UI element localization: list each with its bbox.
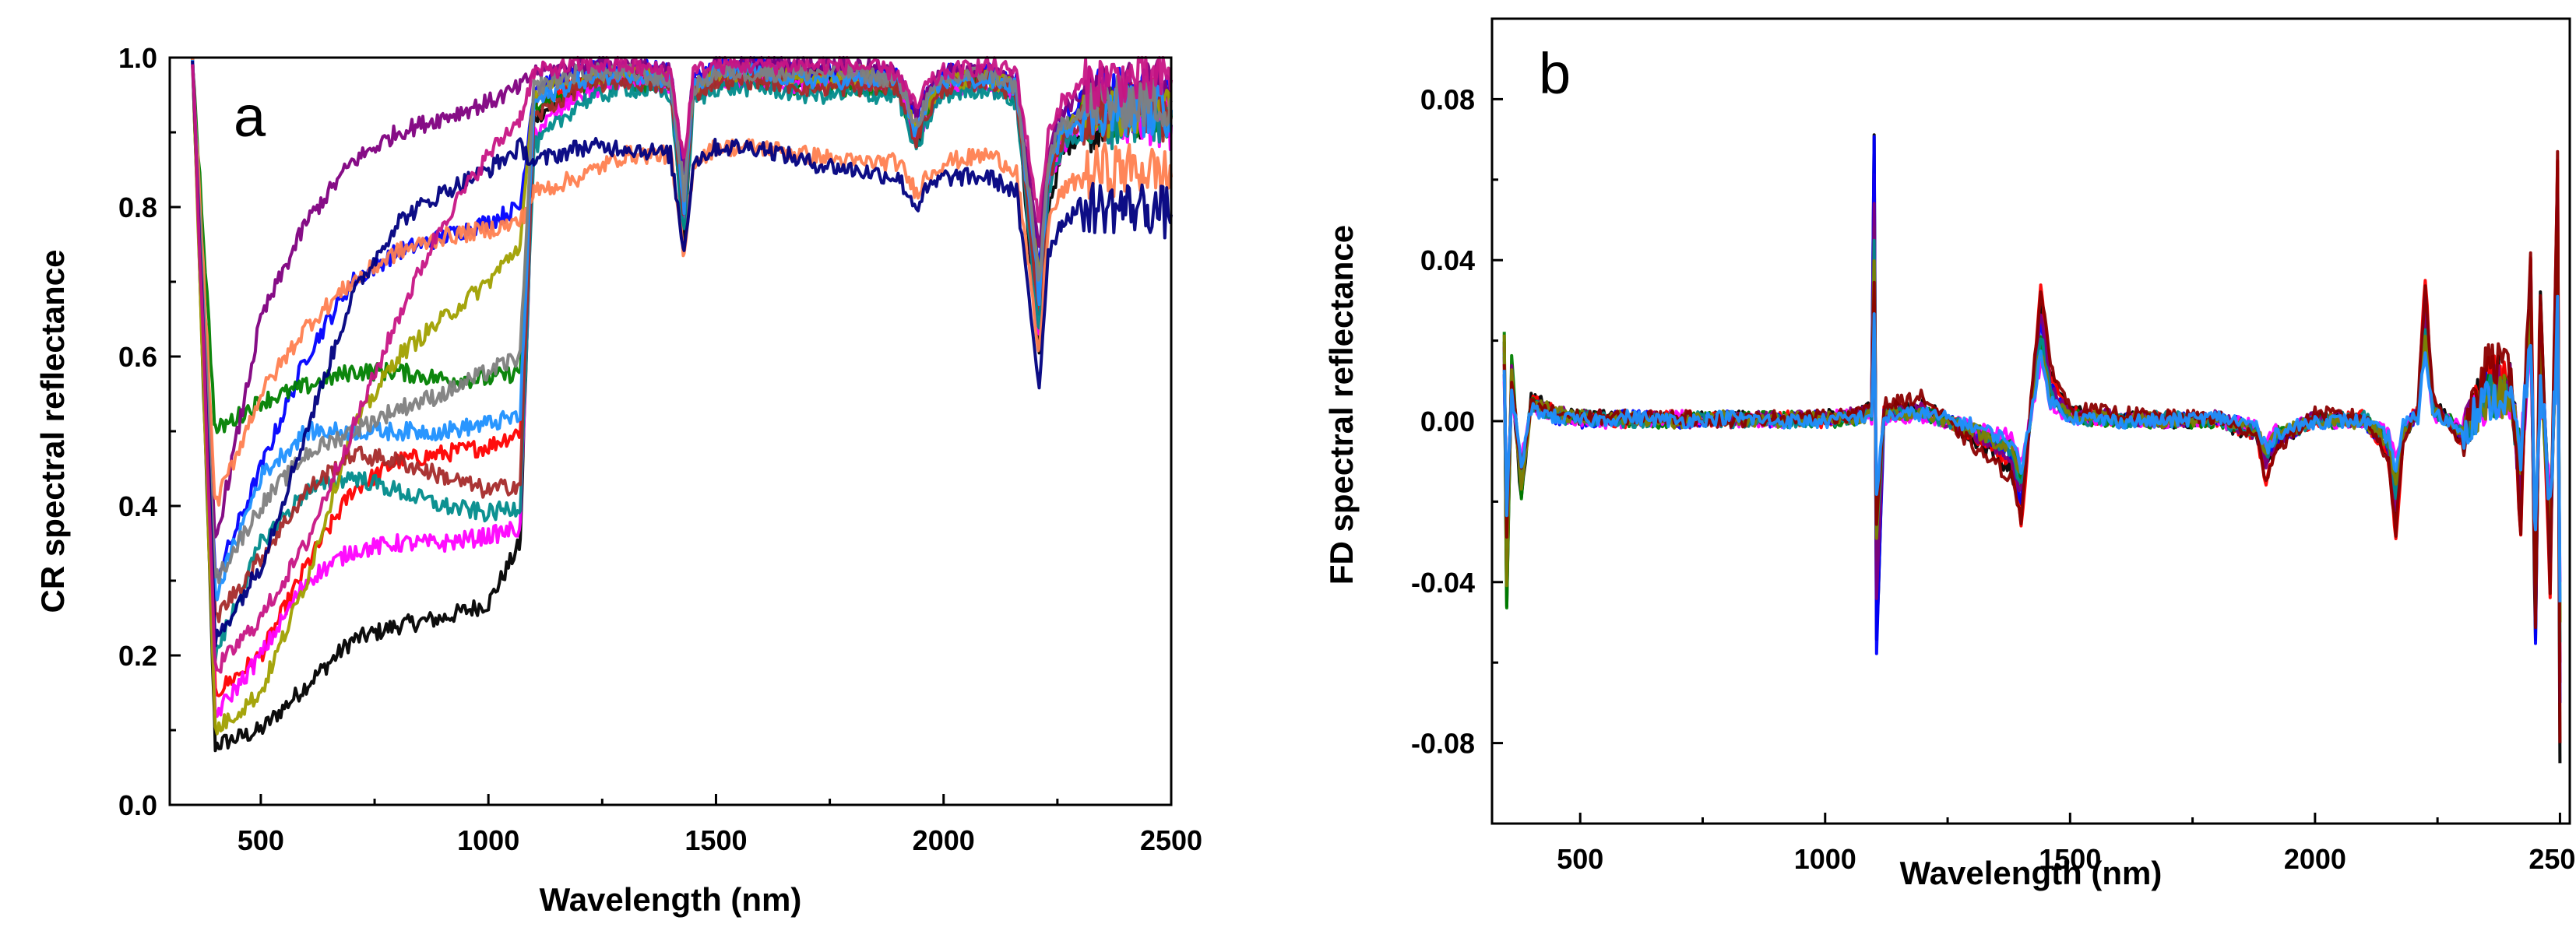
panel-a-y-tick-label: 1.0 <box>118 42 157 74</box>
panel-b-y-axis-title: FD spectral reflectance <box>1323 225 1360 585</box>
panel-a-x-tick-label: 1500 <box>684 824 747 856</box>
panel-a-series-line-7 <box>191 58 1173 662</box>
panel-b-ticks: 500 1000 1500 2000 2500 -0.08 -0.04 0.00 0.04 0.0… <box>1411 83 2576 875</box>
panel-a-ticks: 500 1000 1500 2000 2500 0.0 0.2 0.4 0.6 0.8 1.0 <box>118 42 1202 856</box>
panel-a-series-line-10 <box>191 57 1173 507</box>
panel-b-y-tick-label: -0.04 <box>1411 567 1475 599</box>
panel-a-x-tick-label: 2500 <box>1140 824 1202 856</box>
panel-a-y-tick-label: 0.0 <box>118 789 157 821</box>
panel-a-x-tick-label: 1000 <box>457 824 519 856</box>
panel-b-spectra <box>1502 133 2562 764</box>
panel-b-x-tick-label: 1500 <box>2039 843 2101 875</box>
panel-b-y-tick-label: 0.04 <box>1420 244 1475 276</box>
panel-b-x-tick-label: 2000 <box>2284 843 2346 875</box>
panel-b-y-tick-label: -0.08 <box>1411 728 1475 760</box>
panel-b-series-line-9 <box>1502 149 2562 743</box>
panel-b-y-tick-label: 0.08 <box>1420 83 1475 115</box>
panel-a-label: a <box>234 84 266 149</box>
panel-a-x-tick-label: 2000 <box>913 824 975 856</box>
panel-b-x-tick-label: 500 <box>1557 843 1603 875</box>
panel-a-y-tick-label: 0.6 <box>118 341 157 373</box>
panel-a-series-line-14 <box>191 56 1173 674</box>
panel-a-series-line-13 <box>191 61 1173 648</box>
panel-b-x-axis-title: Wavelength (nm) <box>1900 855 2163 891</box>
panel-a-x-axis-title: Wavelength (nm) <box>540 881 802 918</box>
panel-a-spectra <box>191 56 1173 753</box>
panel-b-x-tick-label: 2500 <box>2528 843 2576 875</box>
panel-a-y-tick-label: 0.4 <box>118 490 157 522</box>
panel-a-series-line-12 <box>191 61 1173 585</box>
panel-b-x-tick-label: 1000 <box>1794 843 1856 875</box>
panel-a-x-tick-label: 500 <box>238 824 284 856</box>
panel-a-y-axis-title: CR spectral reflectance <box>34 250 71 613</box>
panel-b-label: b <box>1539 41 1571 106</box>
panel-b: 500 1000 1500 2000 2500 -0.08 -0.04 0.00 0.04 0.0… <box>1323 17 2576 891</box>
panel-b-series-line-10 <box>1502 294 2562 602</box>
panel-b-y-tick-label: 0.00 <box>1420 406 1475 437</box>
panel-a-y-tick-label: 0.2 <box>118 640 157 672</box>
panel-a-y-tick-label: 0.8 <box>118 191 157 223</box>
